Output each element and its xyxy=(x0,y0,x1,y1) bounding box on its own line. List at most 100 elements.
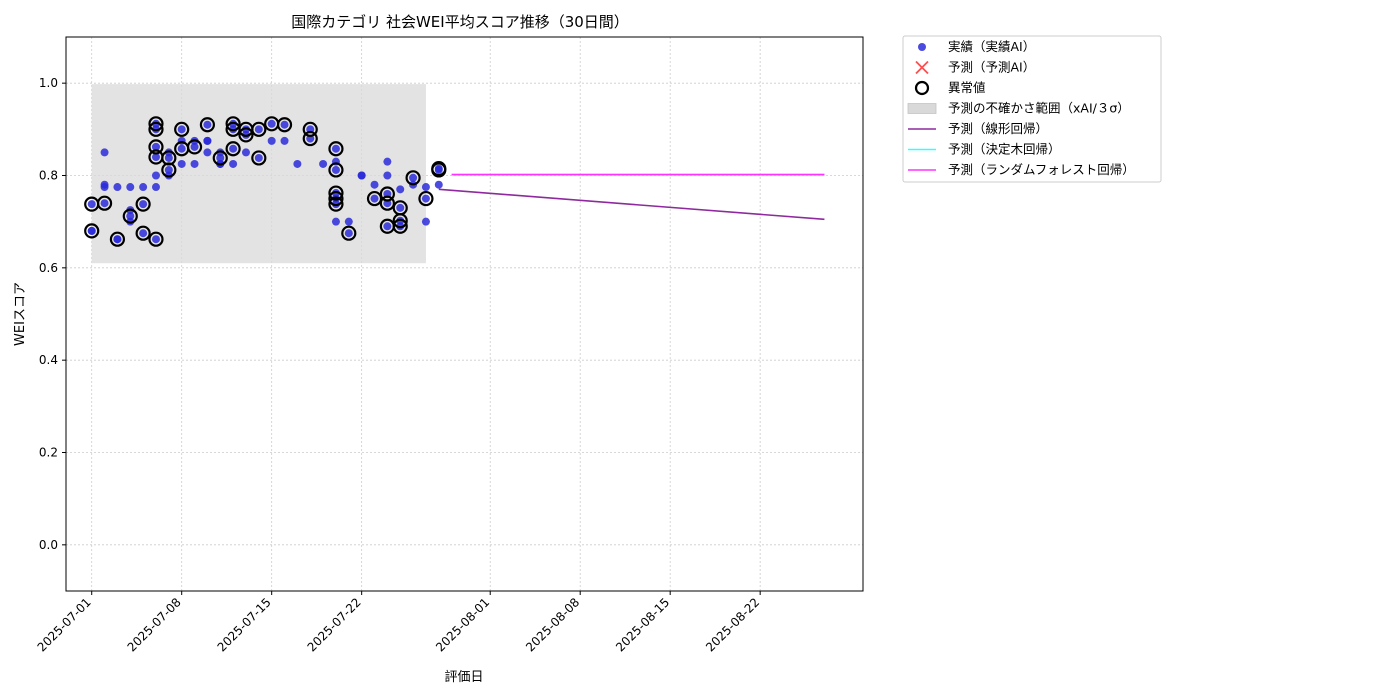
chart-title: 国際カテゴリ 社会WEI平均スコア推移（30日間） xyxy=(291,13,629,31)
anomaly-marker xyxy=(328,196,344,212)
y-tick-label: 0.0 xyxy=(39,538,58,552)
anomaly-marker xyxy=(109,231,126,247)
actual-point xyxy=(203,120,212,129)
actual-point xyxy=(383,171,392,180)
actual-point xyxy=(164,153,173,162)
actual-point xyxy=(177,125,186,134)
legend-band-swatch xyxy=(907,103,937,114)
actual-point xyxy=(409,173,418,182)
anomaly-marker xyxy=(212,150,228,166)
anomaly-marker xyxy=(225,141,241,157)
legend-label: 予測（ランダムフォレスト回帰） xyxy=(948,162,1135,177)
x-tick-label: 2025-08-08 xyxy=(523,595,582,654)
actual-point xyxy=(87,226,96,235)
legend-label: 予測の不確かさ範囲（xAI/３σ） xyxy=(948,101,1130,116)
anomaly-marker xyxy=(148,116,164,132)
legend-actual-marker xyxy=(918,43,926,51)
actual-point xyxy=(383,157,392,166)
actual-point xyxy=(434,164,443,173)
actual-point xyxy=(421,183,430,192)
actual-point xyxy=(421,217,430,226)
actual-point xyxy=(280,136,289,145)
anomaly-marker xyxy=(225,116,241,132)
actual-point xyxy=(203,148,212,157)
actual-point xyxy=(203,136,212,145)
plot-frame xyxy=(65,36,864,592)
anomaly-marker xyxy=(148,139,164,155)
actual-point xyxy=(113,183,122,192)
actual-point xyxy=(319,159,328,168)
anomaly-marker xyxy=(302,121,318,137)
legend-label: 実績（実績AI） xyxy=(948,39,1035,54)
anomaly-marker xyxy=(302,130,318,147)
anomaly-marker xyxy=(328,141,344,157)
actual-point xyxy=(151,171,160,180)
anomaly-marker xyxy=(418,190,434,207)
actual-point xyxy=(357,171,366,180)
actual-point xyxy=(267,136,276,145)
actual-point xyxy=(293,159,302,168)
legend-box xyxy=(902,35,1162,183)
plot-area: 0.0 0.2 0.4 0.6 0.8 1.0 2025-07-01 2025-07-08 20… xyxy=(35,36,864,654)
x-tick-label: 2025-08-01 xyxy=(433,595,492,654)
legend-prediction-x-marker xyxy=(915,60,929,75)
actual-point xyxy=(126,183,135,192)
actual-point xyxy=(344,217,353,226)
anomaly-marker xyxy=(148,121,164,137)
actual-point xyxy=(229,159,238,168)
anomaly-marker xyxy=(148,231,164,247)
actual-point xyxy=(280,120,289,129)
anomaly-marker xyxy=(392,218,408,234)
x-tick-label: 2025-07-15 xyxy=(215,595,274,654)
anomaly-marker xyxy=(405,170,421,186)
actual-point xyxy=(151,153,160,162)
actual-point xyxy=(421,194,430,203)
x-tick-label: 2025-08-22 xyxy=(703,595,762,654)
actual-point xyxy=(139,183,148,192)
actual-point xyxy=(254,153,263,162)
actual-point xyxy=(139,200,148,209)
actual-point xyxy=(383,222,392,231)
y-tick-label: 0.2 xyxy=(39,446,58,460)
anomaly-marker xyxy=(366,190,383,207)
y-tick-label: 0.8 xyxy=(39,169,58,183)
actual-point xyxy=(396,185,405,194)
actual-point xyxy=(370,194,379,203)
y-tick-label: 1.0 xyxy=(39,76,58,90)
actual-point xyxy=(267,119,276,128)
anomaly-marker xyxy=(251,121,267,137)
actual-point xyxy=(126,212,135,221)
y-tick-label: 0.6 xyxy=(39,261,58,275)
actual-point xyxy=(229,144,238,153)
legend-label: 予測（予測AI） xyxy=(948,60,1035,75)
y-axis-label: WEIスコア xyxy=(13,282,28,346)
actual-point xyxy=(254,125,263,134)
actual-point xyxy=(370,180,379,189)
anomaly-marker xyxy=(161,150,177,166)
anomaly-marker xyxy=(392,213,408,229)
actual-point xyxy=(216,153,225,162)
anomaly-marker xyxy=(96,195,113,211)
anomaly-marker xyxy=(238,127,254,143)
actual-point xyxy=(177,144,186,153)
anomaly-marker xyxy=(135,225,151,241)
actual-point xyxy=(151,183,160,192)
actual-point xyxy=(100,199,109,208)
legend-anomaly-marker xyxy=(914,80,930,96)
anomaly-marker xyxy=(122,208,138,224)
anomaly-marker xyxy=(84,223,100,239)
anomaly-marker xyxy=(341,225,357,241)
anomaly-marker xyxy=(379,186,395,202)
actual-point xyxy=(151,142,160,151)
y-tick-label: 0.4 xyxy=(39,353,58,367)
legend-label: 予測（決定木回帰） xyxy=(948,142,1061,157)
anomaly-marker xyxy=(328,190,344,207)
anomaly-marker xyxy=(174,121,190,137)
anomaly-marker xyxy=(135,196,151,212)
actual-point xyxy=(151,235,160,244)
uncertainty-band xyxy=(91,84,426,264)
actual-point xyxy=(434,180,443,189)
actual-point xyxy=(164,165,173,174)
actual-point xyxy=(139,229,148,238)
anomaly-marker xyxy=(186,139,203,155)
